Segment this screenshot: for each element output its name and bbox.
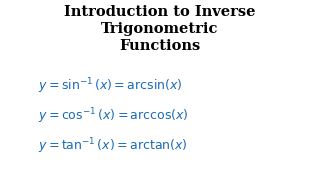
Text: $y = \sin^{-1}(x) = \arcsin(x)$: $y = \sin^{-1}(x) = \arcsin(x)$ — [38, 77, 183, 96]
Text: $y = \cos^{-1}(x) = \arccos(x)$: $y = \cos^{-1}(x) = \arccos(x)$ — [38, 106, 189, 126]
Text: $y = \tan^{-1}(x) = \arctan(x)$: $y = \tan^{-1}(x) = \arctan(x)$ — [38, 136, 188, 156]
Text: Introduction to Inverse
Trigonometric
Functions: Introduction to Inverse Trigonometric Fu… — [64, 5, 256, 53]
